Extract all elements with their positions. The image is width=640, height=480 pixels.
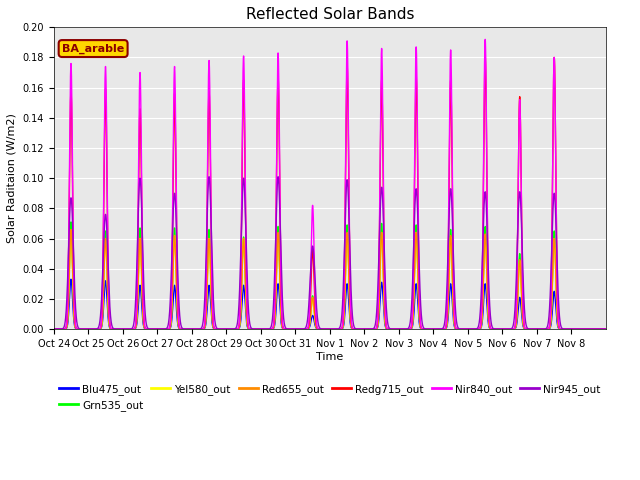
Red655_out — [489, 326, 497, 332]
Yel580_out — [489, 326, 497, 332]
Grn535_out — [489, 326, 497, 332]
Line: Redg715_out: Redg715_out — [54, 56, 606, 329]
Yel580_out — [50, 326, 58, 332]
Blu475_out — [602, 326, 610, 332]
Redg715_out — [377, 135, 385, 141]
Nir945_out — [50, 326, 58, 332]
Blu475_out — [67, 276, 75, 282]
Title: Reflected Solar Bands: Reflected Solar Bands — [246, 7, 414, 22]
Yel580_out — [377, 250, 385, 255]
Yel580_out — [401, 326, 408, 332]
Grn535_out — [401, 326, 408, 332]
Grn535_out — [602, 326, 610, 332]
Line: Grn535_out: Grn535_out — [54, 222, 606, 329]
Red655_out — [50, 326, 58, 332]
Red655_out — [77, 326, 85, 332]
Nir945_out — [205, 174, 213, 180]
Nir840_out — [481, 36, 489, 42]
Red655_out — [67, 227, 75, 232]
Blu475_out — [401, 326, 408, 332]
Redg715_out — [401, 326, 408, 332]
Nir945_out — [489, 325, 497, 331]
Nir840_out — [77, 326, 85, 332]
Redg715_out — [489, 326, 497, 332]
Blu475_out — [250, 326, 257, 332]
Line: Blu475_out: Blu475_out — [54, 279, 606, 329]
Grn535_out — [250, 326, 257, 332]
Red655_out — [377, 250, 385, 255]
Yel580_out — [77, 326, 85, 332]
Line: Nir840_out: Nir840_out — [54, 39, 606, 329]
Line: Red655_out: Red655_out — [54, 229, 606, 329]
Redg715_out — [250, 326, 257, 332]
Grn535_out — [50, 326, 58, 332]
Red655_out — [250, 326, 257, 332]
Red655_out — [602, 326, 610, 332]
Line: Nir945_out: Nir945_out — [54, 177, 606, 329]
Nir945_out — [77, 326, 85, 332]
Redg715_out — [77, 326, 85, 332]
Nir840_out — [602, 326, 610, 332]
X-axis label: Time: Time — [316, 351, 344, 361]
Yel580_out — [460, 326, 467, 332]
Y-axis label: Solar Raditaion (W/m2): Solar Raditaion (W/m2) — [7, 113, 17, 243]
Redg715_out — [460, 326, 467, 332]
Nir840_out — [377, 111, 385, 117]
Blu475_out — [460, 326, 467, 332]
Grn535_out — [67, 219, 75, 225]
Nir840_out — [401, 326, 408, 332]
Blu475_out — [377, 289, 385, 295]
Redg715_out — [50, 326, 58, 332]
Yel580_out — [602, 326, 610, 332]
Yel580_out — [250, 326, 257, 332]
Blu475_out — [50, 326, 58, 332]
Nir945_out — [401, 326, 408, 332]
Blu475_out — [489, 326, 497, 332]
Nir945_out — [602, 326, 610, 332]
Red655_out — [401, 326, 408, 332]
Nir945_out — [250, 326, 257, 332]
Nir840_out — [460, 326, 467, 332]
Redg715_out — [602, 326, 610, 332]
Redg715_out — [481, 53, 489, 59]
Blu475_out — [77, 326, 85, 332]
Nir945_out — [460, 326, 467, 332]
Nir840_out — [489, 326, 497, 332]
Legend: Blu475_out, Grn535_out, Yel580_out, Red655_out, Redg715_out, Nir840_out, Nir945_: Blu475_out, Grn535_out, Yel580_out, Red6… — [55, 380, 605, 415]
Text: BA_arable: BA_arable — [62, 43, 124, 54]
Nir945_out — [377, 197, 385, 203]
Nir840_out — [250, 326, 257, 332]
Grn535_out — [377, 242, 385, 248]
Nir840_out — [50, 326, 58, 332]
Line: Yel580_out: Yel580_out — [54, 231, 606, 329]
Grn535_out — [77, 326, 85, 332]
Red655_out — [460, 326, 467, 332]
Grn535_out — [460, 326, 467, 332]
Yel580_out — [67, 228, 75, 234]
